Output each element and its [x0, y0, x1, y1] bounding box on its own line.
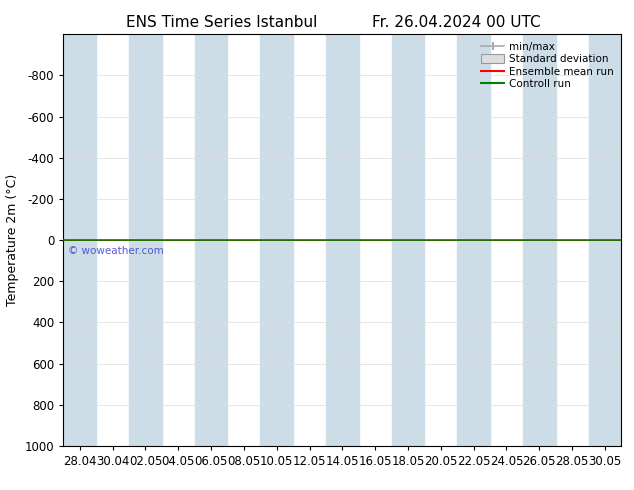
Text: Fr. 26.04.2024 00 UTC: Fr. 26.04.2024 00 UTC — [372, 15, 541, 30]
Bar — [195, 34, 228, 446]
Text: © woweather.com: © woweather.com — [68, 246, 164, 256]
Bar — [588, 34, 621, 446]
Y-axis label: Temperature 2m (°C): Temperature 2m (°C) — [6, 174, 19, 306]
Bar — [129, 34, 162, 446]
Bar — [392, 34, 424, 446]
Bar — [457, 34, 490, 446]
Text: ENS Time Series Istanbul: ENS Time Series Istanbul — [126, 15, 318, 30]
Bar — [261, 34, 293, 446]
Bar — [523, 34, 555, 446]
Legend: min/max, Standard deviation, Ensemble mean run, Controll run: min/max, Standard deviation, Ensemble me… — [479, 40, 616, 92]
Bar — [326, 34, 359, 446]
Bar — [63, 34, 96, 446]
